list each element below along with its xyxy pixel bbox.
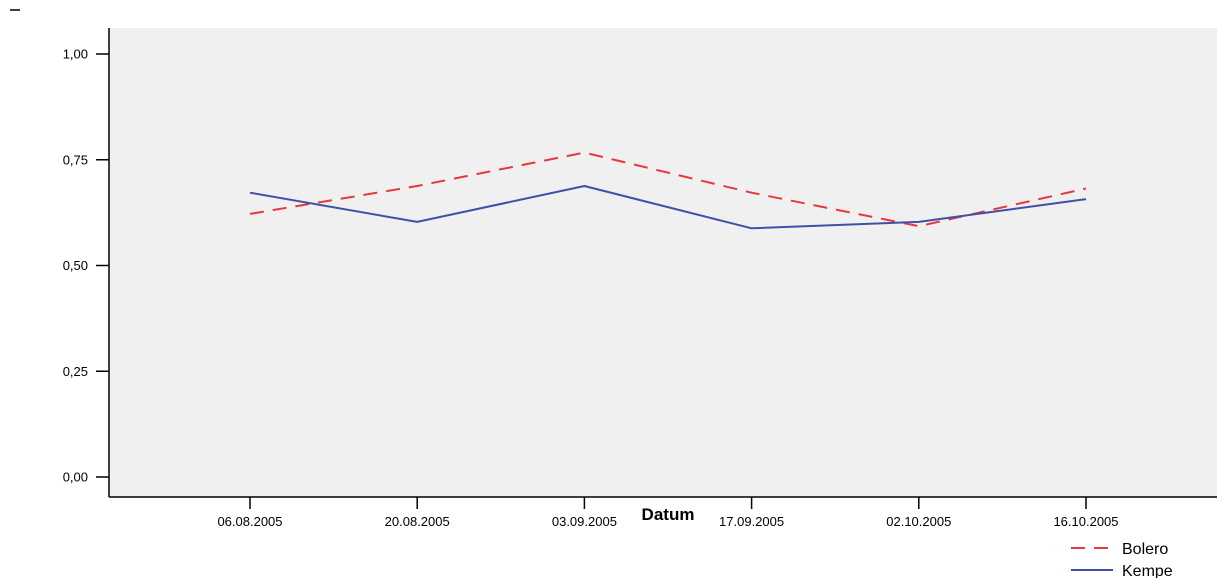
x-tick-label: 06.08.2005 [217, 514, 282, 529]
x-tick-label: 17.09.2005 [719, 514, 784, 529]
x-tick-label: 02.10.2005 [886, 514, 951, 529]
plot-area [109, 28, 1217, 497]
y-tick-label: 0,50 [63, 258, 88, 273]
y-tick-label: 0,25 [63, 364, 88, 379]
legend-label-bolero: Bolero [1122, 541, 1168, 558]
x-tick-label: 03.09.2005 [552, 514, 617, 529]
x-tick-label: 16.10.2005 [1053, 514, 1118, 529]
legend-label-kempe: Kempe [1122, 563, 1173, 578]
series-line-bolero [249, 151, 1087, 228]
x-axis-title: Datum [642, 505, 695, 524]
y-tick-label: 0,75 [63, 152, 88, 167]
x-tick-label: 20.08.2005 [385, 514, 450, 529]
series-line-kempe [249, 185, 1087, 230]
y-tick-label: 1,00 [63, 47, 88, 62]
y-tick-label: 0,00 [63, 470, 88, 485]
